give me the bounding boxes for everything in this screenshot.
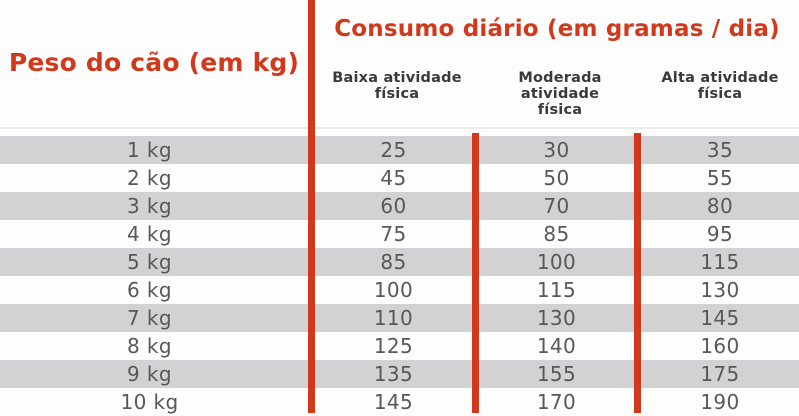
high-activity-cell: 95 xyxy=(706,222,734,246)
table-row: 9 kg 135 155 175 xyxy=(0,360,799,388)
low-activity-cell: 125 xyxy=(373,334,414,358)
table-row: 8 kg 125 140 160 xyxy=(0,332,799,360)
low-activity-cell: 100 xyxy=(373,278,414,302)
table-row: 5 kg 85 100 115 xyxy=(0,248,799,276)
column-header-high-activity-line1: Alta atividade xyxy=(661,70,779,86)
table-row: 2 kg 45 50 55 xyxy=(0,164,799,192)
high-activity-cell: 115 xyxy=(700,250,740,274)
weight-cell: 10 kg xyxy=(120,390,179,414)
low-activity-cell: 145 xyxy=(373,390,414,414)
weight-cell: 1 kg xyxy=(127,138,172,162)
column-header-low-activity: Baixa atividade física xyxy=(315,70,479,102)
column-header-moderate-activity: Moderada atividade física xyxy=(479,70,641,118)
table-row: 4 kg 75 85 95 xyxy=(0,220,799,248)
high-activity-cell: 130 xyxy=(700,278,740,302)
consumption-title: Consumo diário (em gramas / dia) xyxy=(334,16,780,42)
low-activity-cell: 135 xyxy=(373,362,414,386)
weight-cell: 4 kg xyxy=(127,222,172,246)
low-activity-cell: 110 xyxy=(373,306,414,330)
high-activity-cell: 160 xyxy=(700,334,740,358)
moderate-activity-cell: 170 xyxy=(536,390,577,414)
main-vertical-divider xyxy=(308,0,315,413)
table-row: 7 kg 110 130 145 xyxy=(0,304,799,332)
moderate-activity-cell: 155 xyxy=(536,362,577,386)
column-header-low-activity-line1: Baixa atividade xyxy=(332,70,462,86)
weight-cell: 2 kg xyxy=(127,166,172,190)
header-divider-line xyxy=(0,127,799,129)
moderate-activity-cell: 70 xyxy=(543,194,570,218)
high-activity-cell: 80 xyxy=(706,194,734,218)
table-body: 1 kg 25 30 35 2 kg 45 50 55 3 kg 60 70 8… xyxy=(0,136,799,416)
moderate-activity-cell: 85 xyxy=(543,222,570,246)
low-activity-cell: 60 xyxy=(380,194,407,218)
low-activity-cell: 45 xyxy=(380,166,407,190)
moderate-activity-cell: 30 xyxy=(543,138,570,162)
column-header-low-activity-line2: física xyxy=(374,86,420,102)
low-activity-cell: 25 xyxy=(380,138,407,162)
moderate-activity-cell: 50 xyxy=(543,166,570,190)
high-activity-cell: 145 xyxy=(700,306,740,330)
moderate-activity-cell: 115 xyxy=(536,278,577,302)
weight-cell: 8 kg xyxy=(127,334,172,358)
weight-cell: 3 kg xyxy=(127,194,172,218)
high-activity-cell: 175 xyxy=(700,362,740,386)
low-activity-cell: 85 xyxy=(380,250,407,274)
table-row: 10 kg 145 170 190 xyxy=(0,388,799,416)
column-header-high-activity-line2: física xyxy=(697,86,743,102)
table-row: 3 kg 60 70 80 xyxy=(0,192,799,220)
column-header-moderate-activity-line1: Moderada atividade xyxy=(518,70,602,102)
low-activity-cell: 75 xyxy=(380,222,407,246)
weight-cell: 9 kg xyxy=(127,362,172,386)
weight-cell: 6 kg xyxy=(127,278,172,302)
moderate-activity-cell: 130 xyxy=(536,306,577,330)
high-activity-cell: 35 xyxy=(706,138,734,162)
weight-column-title: Peso do cão (em kg) xyxy=(8,48,300,77)
low-moderate-divider xyxy=(472,133,479,413)
moderate-high-divider xyxy=(634,133,641,413)
column-header-moderate-activity-line2: física xyxy=(537,102,583,118)
table-row: 1 kg 25 30 35 xyxy=(0,136,799,164)
column-header-high-activity: Alta atividade física xyxy=(641,70,799,102)
high-activity-cell: 55 xyxy=(706,166,734,190)
moderate-activity-cell: 140 xyxy=(536,334,577,358)
table-row: 6 kg 100 115 130 xyxy=(0,276,799,304)
high-activity-cell: 190 xyxy=(700,390,740,414)
weight-cell: 5 kg xyxy=(127,250,172,274)
weight-cell: 7 kg xyxy=(127,306,172,330)
moderate-activity-cell: 100 xyxy=(536,250,577,274)
